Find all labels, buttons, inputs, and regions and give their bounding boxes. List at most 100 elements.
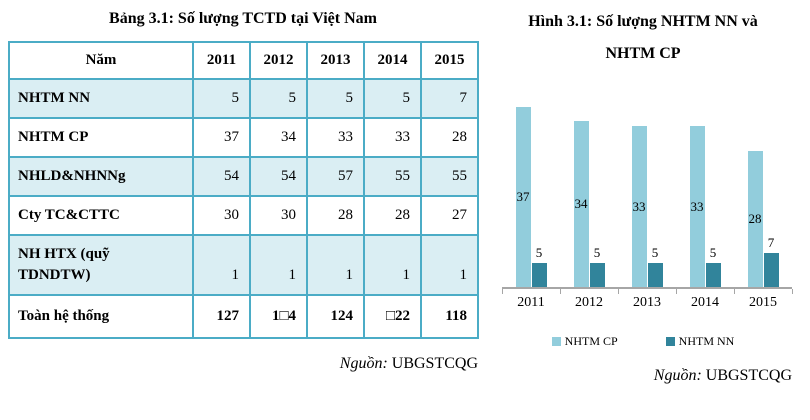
table-panel: Bảng 3.1: Số lượng TCTD tại Việt Nam Năm…	[8, 10, 479, 373]
cell-value: 5	[306, 78, 365, 119]
bar-nhtm-cp-2011: 37	[515, 106, 531, 287]
header-cell-2012: 2012	[249, 41, 308, 80]
bar-nhtm-nn-2013: 5	[647, 245, 663, 287]
chart-title-line1: Hình 3.1: Số lượng NHTM NN và	[528, 13, 758, 30]
bar-value-label: 28	[748, 210, 762, 226]
legend-item-nhtm-nn: NHTM NN	[665, 334, 735, 349]
bar-nhtm-cp-2013: 33	[631, 126, 647, 287]
table-title: Bảng 3.1: Số lượng TCTD tại Việt Nam	[109, 10, 377, 27]
chart-title: Hình 3.1: Số lượng NHTM NN và NHTM CP	[492, 6, 794, 70]
legend-label: NHTM NN	[678, 334, 735, 348]
chart-source-label: Nguồn:	[653, 367, 702, 384]
table-source-label: Nguồn:	[339, 355, 388, 372]
table-row-nh-htx: NH HTX (quỹ TDNDTW) 1 1 1 1 1	[8, 234, 479, 296]
bar-group-2012: 34 5	[560, 92, 619, 294]
bar-value-label: 5	[651, 244, 659, 260]
cell-value: 28	[306, 195, 365, 236]
header-cell-nam: Năm	[8, 41, 194, 80]
row-label: NHTM NN	[8, 78, 194, 119]
header-cell-2014: 2014	[363, 41, 422, 80]
bar-value-label: 7	[767, 234, 775, 250]
cell-value: 34	[249, 117, 308, 158]
bar-group-2014: 33 5	[676, 92, 735, 294]
bar-value-label: 5	[593, 244, 601, 260]
cell-value: 1□4	[249, 294, 308, 339]
table-source-value: UBGSTCQG	[391, 355, 478, 372]
bar-value-label: 5	[535, 244, 543, 260]
cell-value: 27	[420, 195, 479, 236]
chart-legend: NHTM CP NHTM NN	[492, 334, 794, 349]
legend-label: NHTM CP	[564, 334, 618, 348]
cell-value: 54	[249, 156, 308, 197]
row-label: NHLD&NHNNg	[8, 156, 194, 197]
table-row-nhtm-cp: NHTM CP 37 34 33 33 28	[8, 117, 479, 158]
cell-value: 37	[192, 117, 251, 158]
tctd-table: Năm 2011 2012 2013 2014 2015 NHTM NN 5 5…	[8, 41, 479, 339]
chart-plot-area: 37 5 34 5 33 5 33 5 28 7	[502, 92, 793, 294]
x-axis-label-2015: 2015	[749, 295, 777, 310]
bar-chart: 37 5 34 5 33 5 33 5 28 7 2011 2012 2013 2014 2015	[492, 70, 794, 311]
bar-nhtm-cp-2014: 33	[689, 126, 705, 287]
bar-nhtm-nn-2012: 5	[589, 245, 605, 287]
table-row-nhld-nhnng: NHLD&NHNNg 54 54 57 55 55	[8, 156, 479, 197]
bar-nhtm-cp-2012: 34	[573, 121, 589, 287]
cell-value: 28	[363, 195, 422, 236]
cell-value: 55	[363, 156, 422, 197]
cell-value: 57	[306, 156, 365, 197]
chart-source-value: UBGSTCQG	[705, 367, 792, 384]
legend-swatch-nhtm-cp	[551, 337, 561, 346]
bar-nhtm-nn-2015: 7	[763, 235, 779, 287]
cell-value: 5	[249, 78, 308, 119]
row-label: NH HTX (quỹ TDNDTW)	[8, 234, 194, 296]
legend-swatch-nhtm-nn	[665, 337, 675, 346]
cell-value: 54	[192, 156, 251, 197]
legend-item-nhtm-cp: NHTM CP	[551, 334, 618, 349]
cell-value: 1	[249, 234, 308, 296]
bar-group-2015: 28 7	[734, 92, 793, 294]
chart-x-axis-labels: 2011 2012 2013 2014 2015	[502, 295, 792, 311]
table-row-cty-tc-cttc: Cty TC&CTTC 30 30 28 28 27	[8, 195, 479, 236]
x-axis-label-2012: 2012	[575, 295, 603, 310]
x-axis-label-2013: 2013	[633, 295, 661, 310]
cell-value: 33	[363, 117, 422, 158]
table-row-total: Toàn hệ thống 127 1□4 124 □22 118	[8, 294, 479, 339]
bar-nhtm-nn-2011: 5	[531, 245, 547, 287]
table-source: Nguồn: UBGSTCQG	[8, 355, 478, 373]
cell-value: □22	[363, 294, 422, 339]
x-axis-label-2011: 2011	[517, 295, 545, 310]
chart-source: Nguồn: UBGSTCQG	[492, 367, 794, 385]
bar-group-2013: 33 5	[618, 92, 677, 294]
cell-value: 30	[192, 195, 251, 236]
cell-value: 124	[306, 294, 365, 339]
bar-value-label: 34	[574, 196, 588, 212]
cell-value: 118	[420, 294, 479, 339]
cell-value: 127	[192, 294, 251, 339]
chart-title-line2: NHTM CP	[605, 45, 681, 62]
row-label: Cty TC&CTTC	[8, 195, 194, 236]
table-header-row: Năm 2011 2012 2013 2014 2015	[8, 41, 479, 80]
header-cell-2011: 2011	[192, 41, 251, 80]
cell-value: 1	[192, 234, 251, 296]
header-cell-2015: 2015	[420, 41, 479, 80]
cell-value: 30	[249, 195, 308, 236]
cell-value: 5	[363, 78, 422, 119]
cell-value: 7	[420, 78, 479, 119]
bar-value-label: 33	[632, 198, 646, 214]
bar-value-label: 33	[690, 198, 704, 214]
bar-nhtm-cp-2015: 28	[747, 150, 763, 287]
x-axis-label-2014: 2014	[691, 295, 719, 310]
header-cell-2013: 2013	[306, 41, 365, 80]
cell-value: 28	[420, 117, 479, 158]
bar-nhtm-nn-2014: 5	[705, 245, 721, 287]
cell-value: 1	[363, 234, 422, 296]
cell-value: 1	[420, 234, 479, 296]
table-row-nhtm-nn: NHTM NN 5 5 5 5 7	[8, 78, 479, 119]
bar-value-label: 5	[709, 244, 717, 260]
cell-value: 55	[420, 156, 479, 197]
bar-value-label: 37	[516, 188, 530, 204]
cell-value: 1	[306, 234, 365, 296]
chart-panel: Hình 3.1: Số lượng NHTM NN và NHTM CP 37…	[488, 0, 810, 420]
bar-group-2011: 37 5	[502, 92, 561, 294]
cell-value: 33	[306, 117, 365, 158]
